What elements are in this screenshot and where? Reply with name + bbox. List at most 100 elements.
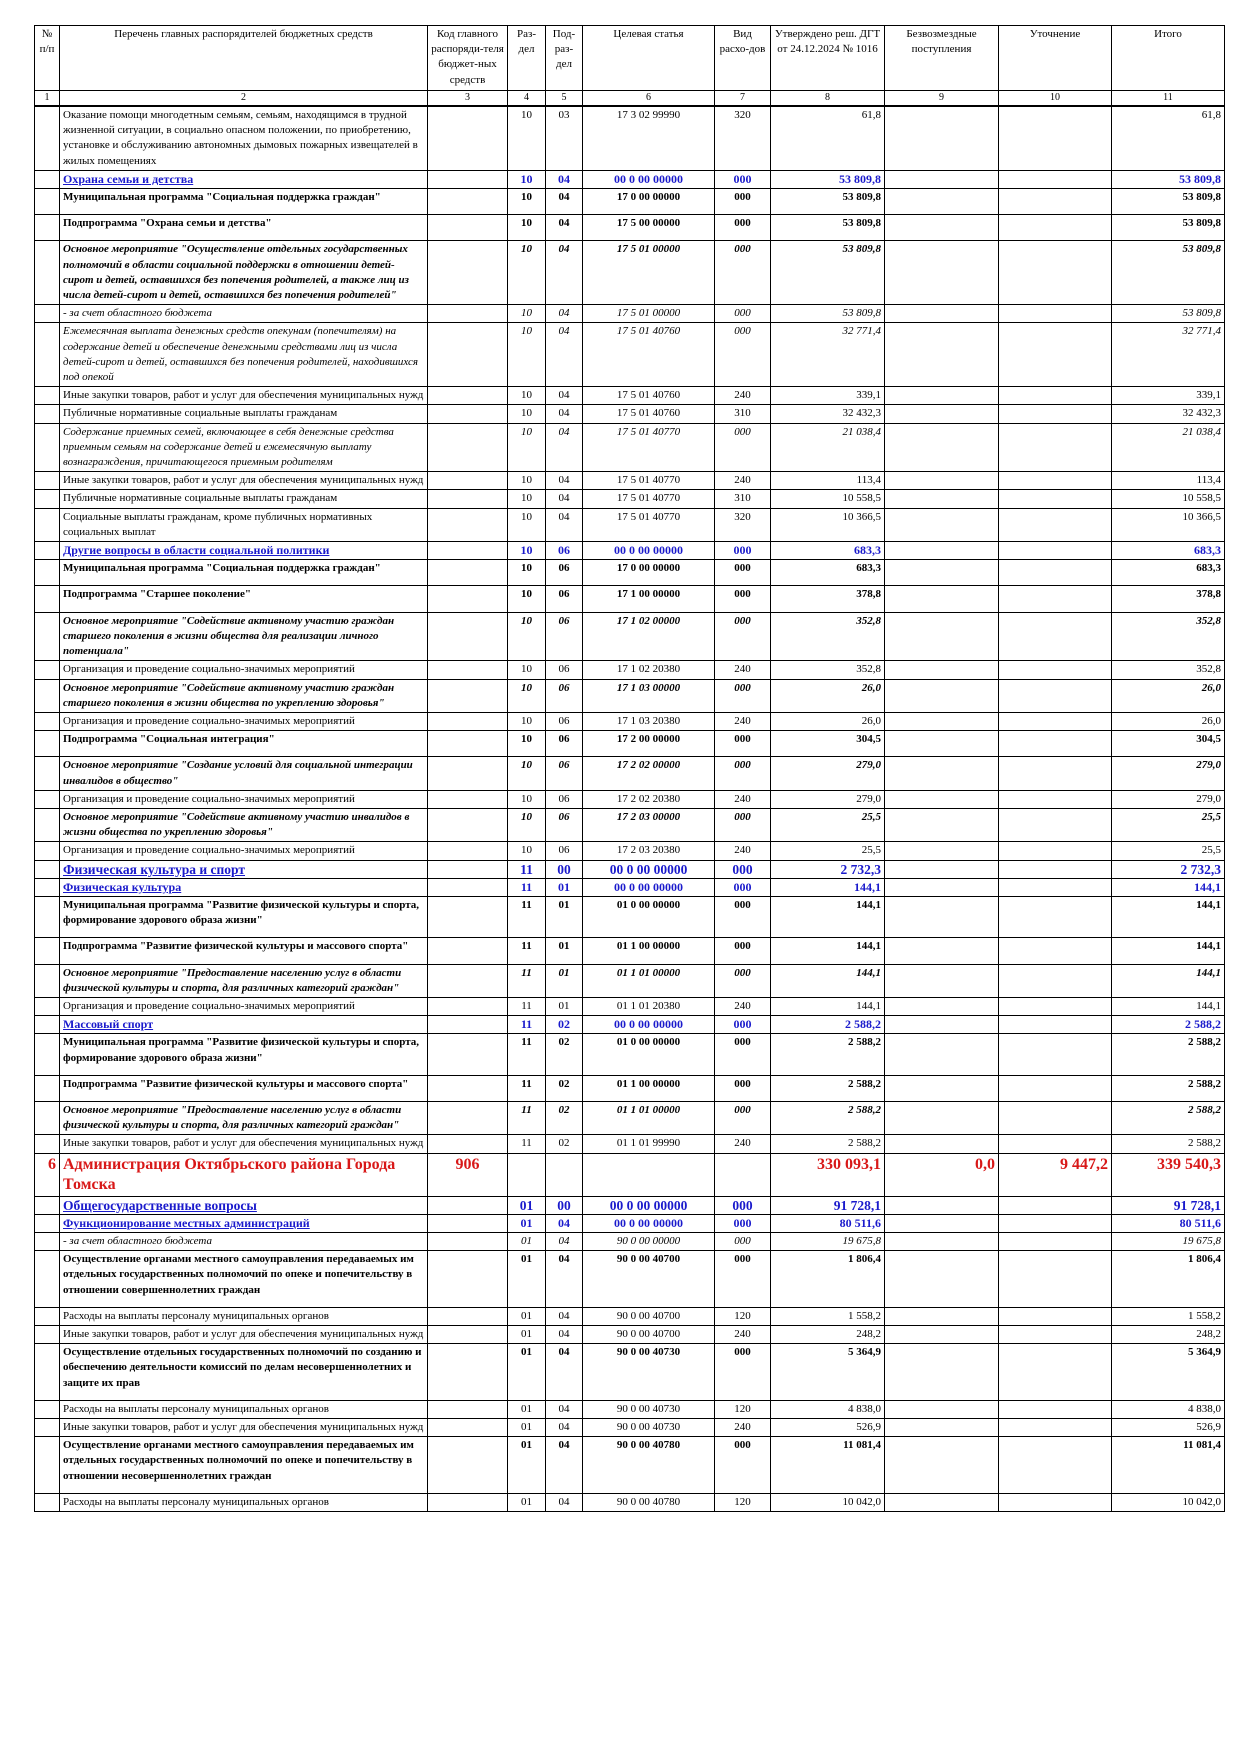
cell: 06 bbox=[545, 541, 583, 561]
header-cell: Код главного распоряди-теля бюджет-ных с… bbox=[427, 25, 508, 91]
cell: 4 838,0 bbox=[1111, 1399, 1225, 1420]
cell: 90 0 00 40780 bbox=[582, 1436, 715, 1494]
cell: Основное мероприятие "Содействие активно… bbox=[59, 678, 428, 713]
cell: 04 bbox=[545, 188, 583, 216]
cell bbox=[34, 105, 60, 171]
cell bbox=[884, 322, 999, 388]
cell: 10 bbox=[507, 322, 546, 388]
cell bbox=[884, 730, 999, 758]
cell: 144,1 bbox=[1111, 996, 1225, 1017]
header-cell: Безвозмездные поступления bbox=[884, 25, 999, 91]
cell: 10 366,5 bbox=[1111, 507, 1225, 543]
cell bbox=[34, 895, 60, 939]
cell: Осуществление отдельных государственных … bbox=[59, 1343, 428, 1401]
table-row: Содержание приемных семей, включающее в … bbox=[34, 422, 1225, 473]
cell bbox=[884, 660, 999, 680]
cell bbox=[998, 1250, 1112, 1308]
cell: Организация и проведение социально-значи… bbox=[59, 841, 428, 861]
table-row: Расходы на выплаты персоналу муниципальн… bbox=[34, 1399, 1225, 1420]
cell bbox=[34, 1418, 60, 1438]
cell: 53 809,8 bbox=[1111, 169, 1225, 190]
cell: 683,3 bbox=[1111, 559, 1225, 587]
cell bbox=[998, 471, 1112, 491]
cell: 248,2 bbox=[1111, 1324, 1225, 1345]
header-cell: № п/п bbox=[34, 25, 60, 91]
cell: 11 081,4 bbox=[1111, 1436, 1225, 1494]
cell: Организация и проведение социально-значи… bbox=[59, 711, 428, 732]
cell bbox=[34, 240, 60, 306]
cell: 000 bbox=[714, 1074, 771, 1102]
column-number: 8 bbox=[770, 90, 885, 107]
cell: 06 bbox=[545, 559, 583, 587]
cell: 11 bbox=[507, 1074, 546, 1102]
cell bbox=[884, 963, 999, 998]
cell: Администрация Октябрьского района Города… bbox=[59, 1152, 428, 1197]
cell: 000 bbox=[714, 541, 771, 561]
cell: 00 0 00 00000 bbox=[582, 1015, 715, 1035]
cell: 330 093,1 bbox=[770, 1152, 885, 1197]
cell: 11 bbox=[507, 1015, 546, 1035]
cell: 32 771,4 bbox=[1111, 322, 1225, 388]
cell bbox=[34, 660, 60, 680]
table-body: Оказание помощи многодетным семьям, семь… bbox=[34, 105, 1225, 1513]
cell: Организация и проведение социально-значи… bbox=[59, 789, 428, 809]
cell: 04 bbox=[545, 1231, 583, 1252]
cell: 339 540,3 bbox=[1111, 1152, 1225, 1197]
cell bbox=[998, 841, 1112, 861]
cell: 02 bbox=[545, 1134, 583, 1154]
cell bbox=[884, 1231, 999, 1252]
table-row: Физическая культура и спорт 11 00 00 0 00 0… bbox=[34, 859, 1225, 879]
cell: 02 bbox=[545, 1033, 583, 1076]
cell: 01 bbox=[507, 1399, 546, 1420]
cell: 00 0 00 00000 bbox=[582, 877, 715, 897]
cell bbox=[884, 807, 999, 843]
table-row: Муниципальная программа "Развитие физиче… bbox=[34, 1033, 1225, 1076]
cell: 5 364,9 bbox=[770, 1343, 885, 1401]
cell bbox=[998, 169, 1112, 190]
cell bbox=[427, 169, 508, 190]
cell: 10 bbox=[507, 471, 546, 491]
cell bbox=[427, 1343, 508, 1401]
cell: 10 bbox=[507, 489, 546, 509]
cell: 01 bbox=[507, 1306, 546, 1327]
cell: 00 bbox=[545, 859, 583, 879]
cell bbox=[998, 1195, 1112, 1215]
table-row: - за счет областного бюджета 10 04 17 5 01 … bbox=[34, 304, 1225, 324]
cell: 9 447,2 bbox=[998, 1152, 1112, 1197]
cell: 000 bbox=[714, 1436, 771, 1494]
cell: 144,1 bbox=[1111, 895, 1225, 939]
cell bbox=[884, 1213, 999, 1233]
cell: 11 bbox=[507, 877, 546, 897]
cell bbox=[427, 1033, 508, 1076]
cell: 04 bbox=[545, 1343, 583, 1401]
cell bbox=[884, 859, 999, 879]
cell bbox=[427, 559, 508, 587]
table-row: Организация и проведение социально-значи… bbox=[34, 711, 1225, 732]
cell: 04 bbox=[545, 1492, 583, 1513]
cell: 00 0 00 00000 bbox=[582, 169, 715, 190]
cell: - за счет областного бюджета bbox=[59, 1231, 428, 1252]
table-row: Оказание помощи многодетным семьям, семь… bbox=[34, 105, 1225, 171]
cell: 11 bbox=[507, 996, 546, 1017]
cell: 00 bbox=[545, 1195, 583, 1215]
cell bbox=[34, 188, 60, 216]
cell bbox=[884, 895, 999, 939]
cell bbox=[884, 214, 999, 242]
cell: 000 bbox=[714, 240, 771, 306]
cell bbox=[884, 422, 999, 473]
cell: 240 bbox=[714, 711, 771, 732]
cell bbox=[427, 711, 508, 732]
cell: 25,5 bbox=[770, 841, 885, 861]
cell: 339,1 bbox=[1111, 386, 1225, 406]
cell bbox=[34, 471, 60, 491]
cell bbox=[884, 1195, 999, 1215]
cell: 25,5 bbox=[1111, 807, 1225, 843]
table-row: Иные закупки товаров, работ и услуг для … bbox=[34, 386, 1225, 406]
column-number: 4 bbox=[507, 90, 546, 107]
cell: 17 0 00 00000 bbox=[582, 559, 715, 587]
cell: 000 bbox=[714, 678, 771, 713]
cell: 90 0 00 40730 bbox=[582, 1399, 715, 1420]
table-row: Социальные выплаты гражданам, кроме публ… bbox=[34, 507, 1225, 543]
cell bbox=[427, 105, 508, 171]
